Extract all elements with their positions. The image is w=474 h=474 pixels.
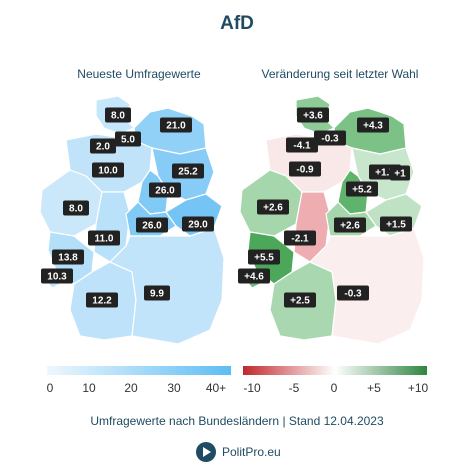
- left-badge-sachsen: [182, 216, 214, 232]
- right-value-saarland: +4.6: [244, 272, 264, 283]
- chart-title: AfD: [220, 13, 254, 34]
- right-badge-sachsen: [380, 216, 412, 232]
- left-badge-nordrhein-westfalen: [63, 200, 89, 216]
- left-value-niedersachsen: 10.0: [98, 166, 118, 177]
- left-legend-tick: 20: [124, 381, 138, 395]
- right-badge-bayern: [337, 285, 369, 301]
- right-value-thueringen: +2.6: [340, 221, 360, 232]
- left-legend-tick: 0: [46, 381, 54, 395]
- left-legend-bar: [47, 366, 231, 375]
- right-badge-rheinland-pfalz: [248, 249, 280, 265]
- left-value-hessen: 11.0: [95, 234, 114, 245]
- left-badge-sachsen-anhalt: [149, 182, 181, 198]
- left-badge-berlin: [172, 163, 204, 179]
- left-badge-bayern: [144, 285, 170, 301]
- right-legend-tick: 0: [330, 381, 338, 395]
- left-value-badges: 8.05.02.021.010.0 25.226.08.026.0 29.011.0…: [41, 107, 214, 308]
- right-legend-tick: +10: [407, 381, 429, 395]
- left-badge-hessen: [88, 230, 120, 246]
- right-legend-tick: +5: [367, 381, 381, 395]
- left-badge-saarland: [41, 268, 73, 284]
- right-value-bremen: -4.1: [293, 141, 311, 152]
- right-value-mecklenburg-vorpommern: +4.3: [363, 121, 383, 132]
- right-badge-bremen: [286, 137, 318, 153]
- right-value-baden-wuerttemberg: +2.5: [290, 296, 310, 307]
- left-value-nordrhein-westfalen: 8.0: [69, 204, 83, 215]
- right-value-brandenburg: +1: [394, 169, 406, 180]
- right-value-bayern: -0.3: [344, 289, 362, 300]
- left-badge-mecklenburg-vorpommern: [160, 117, 192, 133]
- right-badge-saarland: [238, 268, 270, 284]
- play-logo-icon: [196, 442, 216, 462]
- left-legend-tick: 30: [167, 381, 181, 395]
- right-value-niedersachsen: -0.9: [296, 165, 314, 176]
- left-value-thueringen: 26.0: [142, 221, 162, 232]
- left-value-hamburg: 5.0: [121, 135, 135, 146]
- left-value-rheinland-pfalz: 13.8: [58, 253, 78, 264]
- right-value-sachsen-anhalt: +5.2: [352, 185, 372, 196]
- left-value-baden-wuerttemberg: 12.2: [92, 296, 112, 307]
- left-value-mecklenburg-vorpommern: 21.0: [166, 121, 186, 132]
- left-value-sachsen: 29.0: [188, 220, 208, 231]
- left-badge-niedersachsen: [92, 162, 124, 178]
- right-legend-tick: -5: [288, 381, 300, 395]
- footer-caption: Umfragewerte nach Bundesländern | Stand …: [90, 414, 384, 428]
- right-value-hamburg: -0.3: [321, 134, 339, 145]
- right-badge-brandenburg: [390, 165, 410, 181]
- left-value-berlin: 25.2: [178, 167, 198, 178]
- right-badge-sachsen-anhalt: [346, 181, 378, 197]
- left-badge-rheinland-pfalz: [52, 249, 84, 265]
- right-badge-nordrhein-westfalen: [257, 199, 289, 215]
- right-value-berlin: +1.7: [375, 168, 395, 179]
- right-badge-baden-wuerttemberg: [284, 292, 316, 308]
- left-value-sachsen-anhalt: 26.0: [155, 186, 175, 197]
- right-value-badges: +3.6 -0.3 -4.1 +4.3 -0.9 +1.7 +1 +5.2 +2.6 +2.6 +1…: [238, 107, 412, 308]
- right-badge-hamburg: [314, 130, 346, 146]
- right-badge-thueringen: [334, 217, 366, 233]
- left-badge-schleswig-holstein: [105, 107, 131, 123]
- right-value-schleswig-holstein: +3.6: [303, 111, 323, 122]
- right-badge-niedersachsen: [289, 161, 321, 177]
- left-value-schleswig-holstein: 8.0: [111, 111, 125, 122]
- right-badge-schleswig-holstein: [297, 107, 329, 123]
- left-badge-baden-wuerttemberg: [86, 292, 118, 308]
- left-value-bayern: 9.9: [150, 289, 164, 300]
- left-badge-hamburg: [115, 131, 141, 147]
- left-panel-subtitle: Neueste Umfragewerte: [77, 67, 201, 81]
- brand-logo[interactable]: PolitPro.eu: [196, 441, 281, 463]
- left-value-saarland: 10.3: [47, 272, 67, 283]
- right-panel-subtitle: Veränderung seit letzter Wahl: [261, 67, 419, 81]
- left-badge-bremen: [90, 138, 116, 154]
- right-badge-hessen: [284, 230, 316, 246]
- right-value-hessen: -2.1: [291, 234, 309, 245]
- left-badge-thueringen: [136, 217, 168, 233]
- right-badge-mecklenburg-vorpommern: [357, 117, 389, 133]
- right-value-sachsen: +1.5: [386, 220, 406, 231]
- brand-name: PolitPro.eu: [222, 445, 281, 459]
- left-legend-tick: 10: [82, 381, 96, 395]
- right-legend-tick: -10: [243, 381, 261, 395]
- left-value-bremen: 2.0: [96, 142, 110, 153]
- right-value-rheinland-pfalz: +5.5: [254, 253, 274, 264]
- right-value-nordrhein-westfalen: +2.6: [263, 203, 283, 214]
- right-legend-bar: [243, 366, 427, 375]
- left-legend-tick: 40+: [205, 381, 227, 395]
